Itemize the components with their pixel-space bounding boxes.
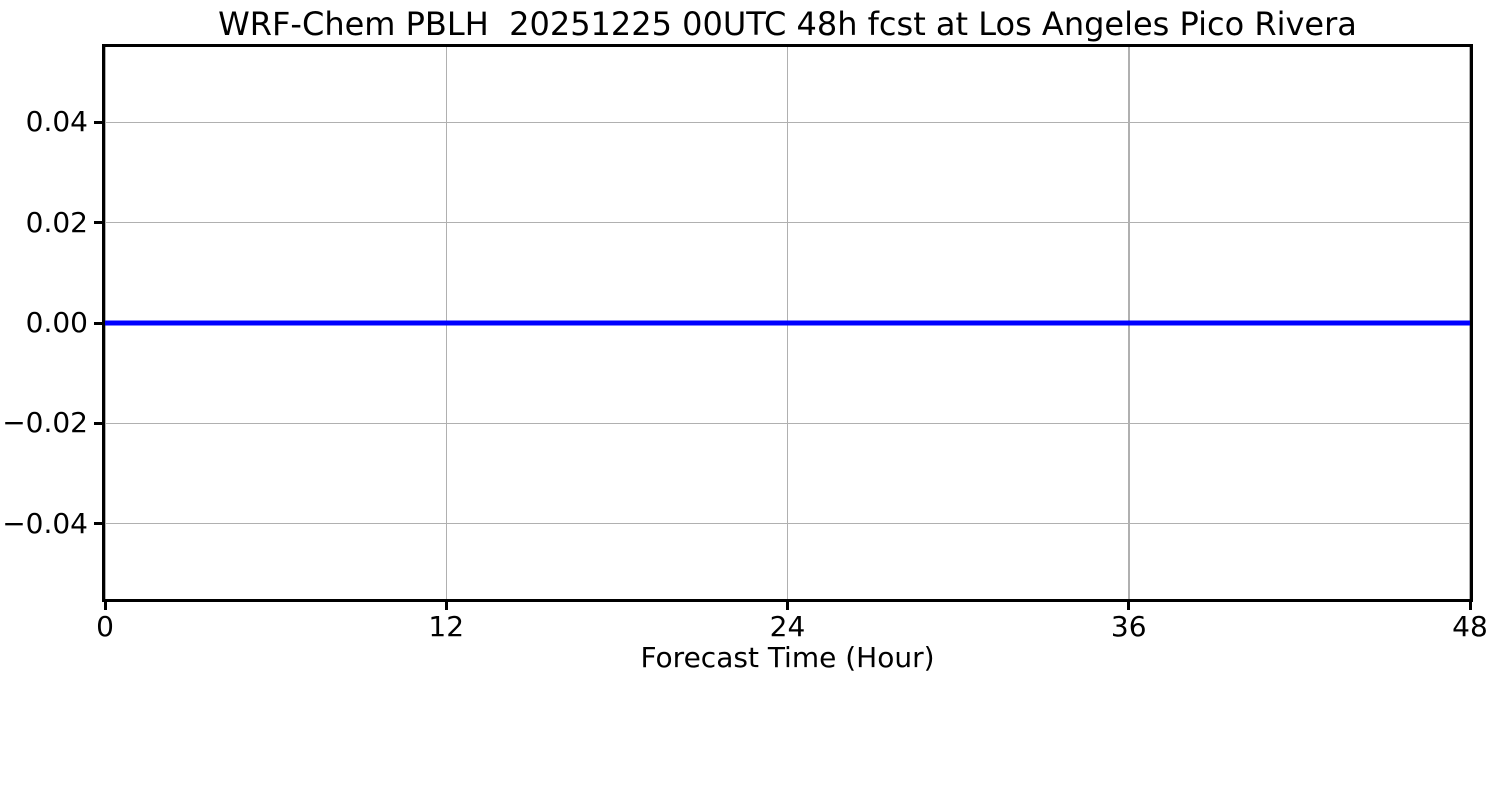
y-tick-mark xyxy=(94,221,102,225)
x-tick-label: 0 xyxy=(96,610,114,643)
chart-title: WRF-Chem PBLH 20251225 00UTC 48h fcst at… xyxy=(218,5,1357,43)
y-tick-mark xyxy=(94,321,102,325)
x-tick-mark xyxy=(444,602,448,610)
x-tick-mark xyxy=(103,602,107,610)
x-tick-mark xyxy=(786,602,789,610)
x-axis-label: Forecast Time (Hour) xyxy=(640,641,935,674)
y-tick-label: −0.04 xyxy=(2,506,88,540)
x-tick-mark xyxy=(1127,602,1131,610)
y-tick-mark xyxy=(94,522,102,526)
x-tick-label: 12 xyxy=(428,610,465,643)
y-tick-mark xyxy=(94,120,102,124)
axes-spines xyxy=(102,44,1473,602)
x-tick-label: 36 xyxy=(1110,610,1147,643)
y-tick-label: 0.02 xyxy=(25,205,88,239)
x-tick-label: 24 xyxy=(769,610,806,643)
x-tick-label: 48 xyxy=(1452,610,1488,643)
y-tick-label: 0.04 xyxy=(25,105,88,139)
y-tick-mark xyxy=(94,421,102,425)
plot-area xyxy=(105,320,1470,326)
x-tick-mark xyxy=(1468,602,1472,610)
y-tick-label: −0.02 xyxy=(2,406,88,440)
y-tick-label: 0.00 xyxy=(25,306,88,339)
